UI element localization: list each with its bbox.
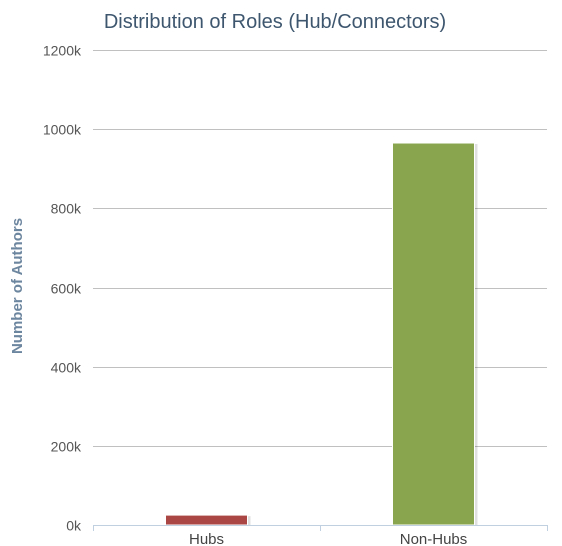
x-axis: Hubs Non-Hubs [93, 525, 548, 546]
chart-title: Distribution of Roles (Hub/Connectors) [104, 11, 446, 33]
bar-hubs[interactable] [165, 514, 248, 526]
gridlines [93, 50, 547, 447]
y-tick-label: 1200k [43, 43, 82, 59]
bar-non-hubs[interactable] [392, 142, 475, 526]
y-tick-label: 800k [51, 201, 82, 217]
y-axis-label: Number of Authors [9, 218, 26, 354]
y-tick-label: 600k [51, 281, 82, 297]
x-tick-label: Non-Hubs [400, 531, 468, 546]
x-tick-label: Hubs [189, 531, 224, 546]
y-tick-label: 0k [66, 518, 82, 534]
y-axis-ticks: 0k 200k 400k 600k 800k 1000k 1200k [43, 43, 82, 534]
y-tick-label: 400k [51, 360, 82, 376]
y-tick-label: 1000k [43, 122, 82, 138]
y-tick-label: 200k [51, 439, 82, 455]
bars [165, 142, 478, 526]
